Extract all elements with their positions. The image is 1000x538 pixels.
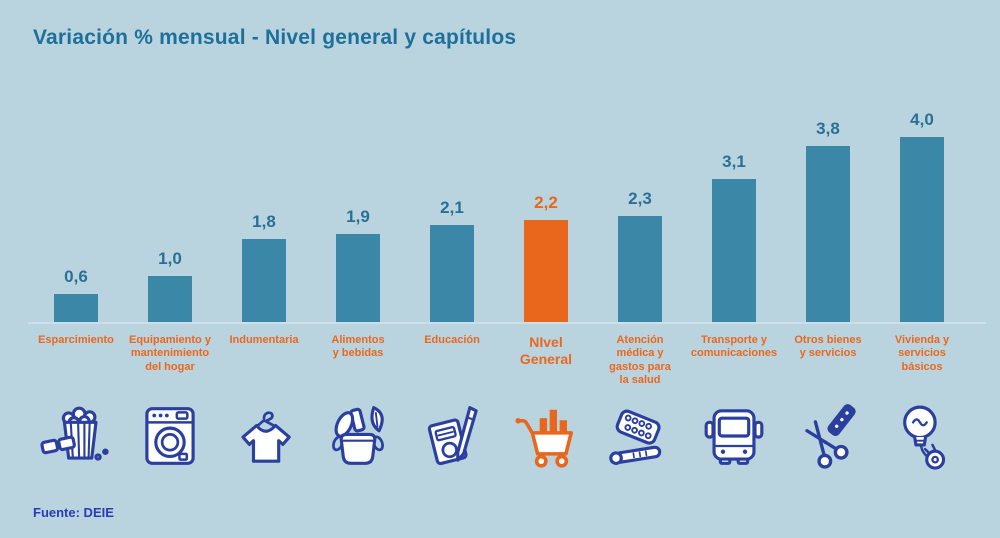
chart-title: Variación % mensual - Nivel general y ca… <box>33 26 517 49</box>
bar <box>900 137 944 322</box>
popcorn-3d-glasses-icon <box>32 386 120 486</box>
bar-value-label: 1,9 <box>346 207 370 226</box>
bar <box>430 225 474 322</box>
notebook-pen-icon <box>408 386 496 486</box>
category-label-cell: Transporte y comunicaciones <box>687 334 781 388</box>
category-label: Vivienda y servicios básicos <box>894 334 950 373</box>
bars-row: 0,6 1,0 1,8 1,9 2,1 2,2 2,3 3,1 3,8 4,0 <box>29 95 969 322</box>
bar <box>242 239 286 322</box>
category-icons-row <box>29 384 969 488</box>
bar-column: 0,6 <box>29 95 123 322</box>
category-label-cell: Alimentos y bebidas <box>311 334 405 388</box>
category-label: NIvel General <box>519 334 573 367</box>
category-label-cell: Esparcimiento <box>29 334 123 388</box>
category-label: Transporte y comunicaciones <box>690 334 778 360</box>
category-label: Equipamiento y mantenimiento del hogar <box>129 334 211 373</box>
medicine-pills-icon <box>596 386 684 486</box>
shopping-cart-icon <box>502 386 590 486</box>
category-icon-cell <box>687 384 781 488</box>
bar-column: 1,0 <box>123 95 217 322</box>
bar-column: 2,3 <box>593 95 687 322</box>
bar <box>618 216 662 322</box>
source-note: Fuente: DEIE <box>33 505 114 520</box>
bar-value-label: 0,6 <box>64 267 88 286</box>
category-icon-cell <box>499 384 593 488</box>
bar <box>806 146 850 322</box>
category-icon-cell <box>217 384 311 488</box>
tshirt-hanger-icon <box>220 386 308 486</box>
food-basket-icon <box>314 386 402 486</box>
bar <box>54 294 98 322</box>
bar-column: 1,9 <box>311 95 405 322</box>
washing-machine-icon <box>126 386 214 486</box>
bar-column: 4,0 <box>875 95 969 322</box>
category-labels-row: Esparcimiento Equipamiento y mantenimiento… <box>29 334 969 388</box>
category-label: Otros bienes y servicios <box>794 334 862 360</box>
category-label: Indumentaria <box>229 334 299 346</box>
category-label: Esparcimiento <box>38 334 114 346</box>
category-icon-cell <box>875 384 969 488</box>
bar-column: 3,8 <box>781 95 875 322</box>
category-label-cell: Equipamiento y mantenimiento del hogar <box>123 334 217 388</box>
bar-value-label: 1,0 <box>158 249 182 268</box>
category-label-cell: Indumentaria <box>217 334 311 388</box>
category-label-cell: Vivienda y servicios básicos <box>875 334 969 388</box>
bar-value-label: 1,8 <box>252 212 276 231</box>
category-icon-cell <box>593 384 687 488</box>
category-label-cell: Educación <box>405 334 499 388</box>
bar-value-label: 3,8 <box>816 119 840 138</box>
category-icon-cell <box>311 384 405 488</box>
bar <box>336 234 380 322</box>
chart-baseline <box>28 322 986 324</box>
lightbulb-plug-icon <box>878 386 966 486</box>
bar-column: 2,2 <box>499 95 593 322</box>
bar-value-label: 2,1 <box>440 198 464 217</box>
bar-value-label: 4,0 <box>910 110 934 129</box>
bar-value-label: 2,2 <box>534 193 558 212</box>
bar <box>712 179 756 322</box>
category-icon-cell <box>29 384 123 488</box>
category-label-cell: Atención médica y gastos para la salud <box>593 334 687 388</box>
category-icon-cell <box>405 384 499 488</box>
scissors-comb-icon <box>784 386 872 486</box>
category-label-cell: NIvel General <box>499 334 593 388</box>
bar-column: 3,1 <box>687 95 781 322</box>
bar-column: 2,1 <box>405 95 499 322</box>
category-label: Alimentos y bebidas <box>331 334 385 360</box>
bar-column: 1,8 <box>217 95 311 322</box>
bar <box>148 276 192 322</box>
category-label: Educación <box>424 334 480 346</box>
category-icon-cell <box>781 384 875 488</box>
bar-nivel-general <box>524 220 568 322</box>
bus-icon <box>690 386 778 486</box>
category-label-cell: Otros bienes y servicios <box>781 334 875 388</box>
bar-value-label: 3,1 <box>722 152 746 171</box>
category-label: Atención médica y gastos para la salud <box>609 334 671 387</box>
bar-value-label: 2,3 <box>628 189 652 208</box>
category-icon-cell <box>123 384 217 488</box>
